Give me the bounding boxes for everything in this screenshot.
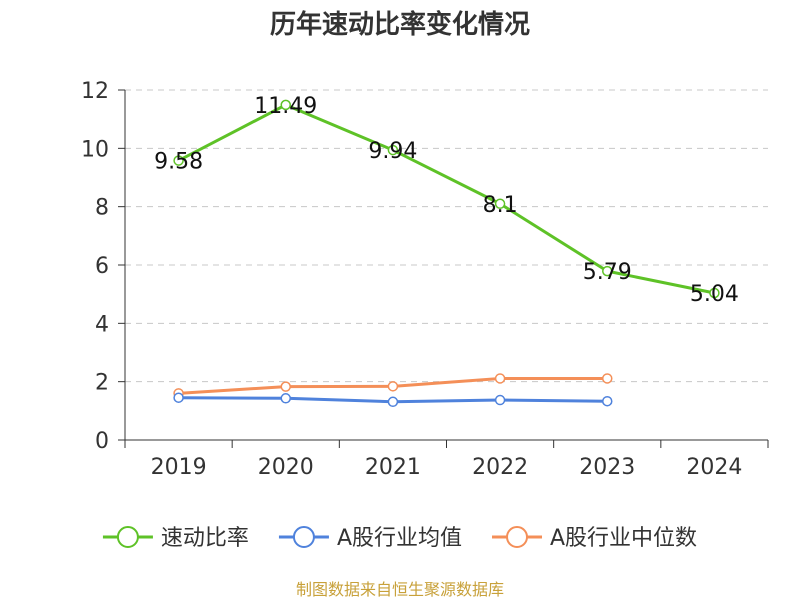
data-point [709, 287, 720, 299]
legend-marker-icon [506, 526, 529, 548]
data-point [387, 381, 399, 392]
y-tick-label: 2 [95, 371, 109, 396]
y-tick-label: 8 [95, 196, 109, 221]
grid-lines [125, 89, 768, 383]
x-tick-label: 2020 [258, 455, 314, 480]
chart-title: 历年速动比率变化情况 [270, 9, 530, 40]
legend-label: A股行业中位数 [550, 526, 697, 551]
legend-label: 速动比率 [161, 526, 249, 551]
data-label: 9.58 [154, 150, 203, 175]
y-tick-label: 6 [95, 254, 109, 279]
data-point [494, 373, 506, 384]
x-tick-label: 2021 [365, 455, 421, 480]
legend-item[interactable]: A股行业均值 [278, 526, 462, 551]
data-point [173, 155, 184, 166]
data-point [602, 373, 613, 384]
x-tick-label: 2024 [686, 455, 742, 480]
legend-item[interactable]: 速动比率 [102, 526, 249, 551]
y-tick-label: 10 [81, 137, 109, 162]
y-tick-label: 4 [95, 312, 109, 337]
data-labels: 9.58 11.49 9.94 8.1 5.79 5.04 [154, 94, 739, 307]
data-point [173, 392, 184, 403]
series-points [173, 99, 720, 408]
legend-label: A股行业均值 [337, 526, 462, 551]
data-point [602, 265, 613, 277]
data-point [494, 394, 506, 406]
data-point [280, 381, 291, 392]
data-point [387, 396, 399, 408]
legend-item[interactable]: A股行业中位数 [492, 526, 697, 551]
source-note: 制图数据来自恒生聚源数据库 [296, 580, 504, 599]
data-label: 5.79 [583, 260, 632, 285]
series-lines [177, 103, 715, 404]
series-line [177, 103, 715, 295]
legend-marker-icon [116, 526, 139, 548]
data-label: 9.94 [368, 139, 417, 164]
data-label: 5.04 [690, 282, 739, 307]
data-point [387, 144, 399, 156]
y-tick-label: 0 [95, 429, 109, 454]
legend: 速动比率 A股行业均值 A股行业中位数 [102, 526, 697, 551]
data-point [602, 395, 613, 407]
axes: 0 2 4 6 8 10 12 2019 2020 2021 2022 2023 2024 [81, 79, 769, 480]
data-point [280, 99, 291, 111]
data-point [280, 393, 291, 404]
data-label: 11.49 [254, 94, 317, 119]
legend-marker-icon [292, 526, 315, 548]
y-tick-label: 12 [81, 79, 109, 104]
data-point [494, 198, 506, 209]
x-tick-label: 2019 [151, 455, 207, 480]
x-tick-label: 2023 [579, 455, 635, 480]
x-tick-label: 2022 [472, 455, 528, 480]
data-label: 8.1 [483, 193, 518, 218]
